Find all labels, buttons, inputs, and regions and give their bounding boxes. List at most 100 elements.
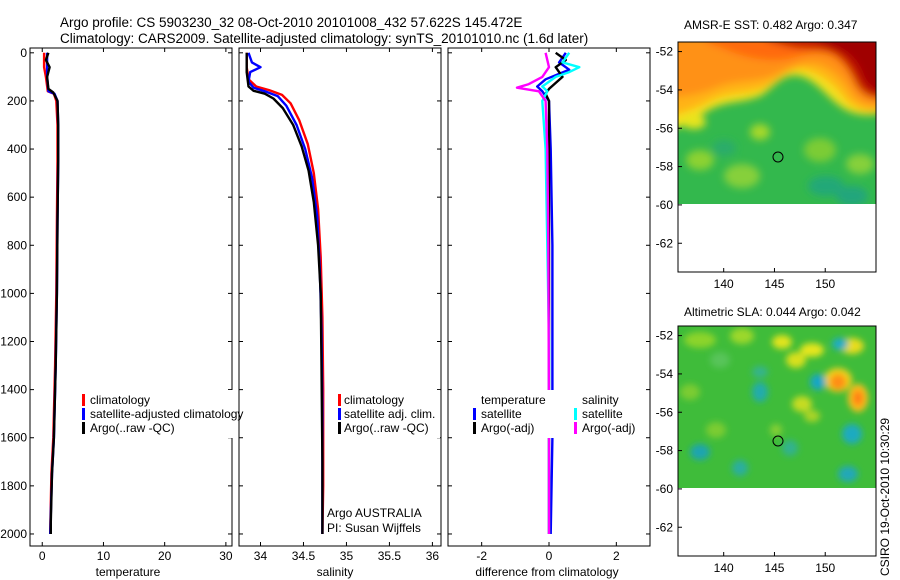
y-tick-label: 0 xyxy=(20,46,27,60)
salinity-annotation-argo-australia: Argo AUSTRALIA xyxy=(327,506,422,520)
map-y-tick-label: -54 xyxy=(656,367,674,381)
y-tick-label: 600 xyxy=(7,190,27,204)
legend-label-sal-argo: Argo(..raw -QC) xyxy=(344,421,429,435)
x-tick-label: 2 xyxy=(613,549,620,563)
map-y-tick-label: -52 xyxy=(656,45,674,59)
sla-no-data-region xyxy=(678,488,876,558)
map-y-tick-label: -60 xyxy=(656,198,674,212)
difference-ticks: -2 0 2 xyxy=(448,48,650,563)
temperature-axes-box xyxy=(29,47,233,547)
x-tick-label: 34.5 xyxy=(292,549,316,563)
x-tick-label: 36 xyxy=(426,549,440,563)
y-tick-label: 400 xyxy=(7,142,27,156)
map-y-tick-label: -58 xyxy=(656,160,674,174)
sst-map-axes-box xyxy=(677,41,877,273)
legend-swatch-satellite-adjusted xyxy=(82,408,85,420)
sla-argo-position-marker xyxy=(772,435,784,447)
series-line-argo-raw-qc- xyxy=(44,52,60,534)
salinity-panel: 34 34.5 35 35.5 36 salinity climatology sate… xyxy=(238,47,442,579)
y-tick-label: 1800 xyxy=(0,479,27,493)
sst-map-title: AMSR-E SST: 0.482 Argo: 0.347 xyxy=(684,18,858,32)
map-x-tick-label: 145 xyxy=(764,561,784,575)
temperature-ticks: 0 10 20 30 0 200 400 600 800 1000 1200 1400 1600 1800… xyxy=(0,46,233,563)
map-x-tick-label: 140 xyxy=(714,277,734,291)
map-y-tick-label: -62 xyxy=(656,520,674,534)
map-y-tick-label: -56 xyxy=(656,121,674,135)
sla-map-title: Altimetric SLA: 0.044 Argo: 0.042 xyxy=(684,305,861,319)
temperature-legend-box xyxy=(72,390,240,438)
y-tick-label: 800 xyxy=(7,238,27,252)
series-line-argo-raw-qc- xyxy=(245,52,324,534)
legend-label-temp-argo: Argo(-adj) xyxy=(481,421,534,435)
difference-legend-header-salinity: salinity xyxy=(582,393,619,407)
legend-swatch-temp-argo xyxy=(473,422,476,434)
salinity-legend-box xyxy=(332,390,440,438)
y-tick-label: 1000 xyxy=(0,286,27,300)
legend-label-temp-satellite: satellite xyxy=(481,407,522,421)
x-tick-label: 30 xyxy=(219,549,233,563)
legend-swatch-sal-argo xyxy=(338,422,341,434)
map-x-tick-label: 150 xyxy=(815,277,835,291)
x-tick-label: 35.5 xyxy=(378,549,402,563)
y-tick-label: 200 xyxy=(7,94,27,108)
sst-map-ticks: 140 145 150 -52 -54 -56 -58 -60 -62 xyxy=(656,45,836,291)
salinity-ticks: 34 34.5 35 35.5 36 xyxy=(239,48,441,563)
figure-title-line-1: Argo profile: CS 5903230_32 08-Oct-2010 … xyxy=(60,15,522,30)
sla-map-axes-box xyxy=(677,325,877,557)
sla-heatmap xyxy=(678,326,876,558)
series-line-temperature-satellite xyxy=(536,52,571,535)
x-tick-label: 35 xyxy=(340,549,354,563)
y-tick-label: 2000 xyxy=(0,527,27,541)
temperature-xlabel: temperature xyxy=(96,565,161,579)
legend-label-argo: Argo(..raw -QC) xyxy=(90,421,175,435)
sla-map-panel: Altimetric SLA: 0.044 Argo: 0.042 xyxy=(656,305,877,575)
x-tick-label: -2 xyxy=(476,549,487,563)
sla-map-ticks: 140 145 150 -52 -54 -56 -58 -60 -62 xyxy=(656,329,836,575)
salinity-annotation-pi: PI: Susan Wijffels xyxy=(327,521,421,535)
map-y-tick-label: -60 xyxy=(656,482,674,496)
legend-label-sal-climatology: climatology xyxy=(344,393,404,407)
map-y-tick-label: -54 xyxy=(656,83,674,97)
sst-heatmap xyxy=(678,42,876,274)
legend-label-sal-satellite-diff: satellite xyxy=(582,407,623,421)
map-y-tick-label: -56 xyxy=(656,405,674,419)
legend-swatch-sal-climatology xyxy=(338,394,341,406)
side-credit: CSIRO 19-Oct-2010 10:30:29 xyxy=(878,418,892,576)
legend-swatch-argo xyxy=(82,422,85,434)
legend-label-satellite-adjusted: satellite-adjusted climatology xyxy=(90,407,243,421)
temperature-lines xyxy=(42,52,60,535)
difference-legend-header-temperature: temperature xyxy=(481,393,546,407)
series-line-climatology xyxy=(245,52,325,535)
difference-xlabel: difference from climatology xyxy=(475,565,618,579)
figure-title-line-2: Climatology: CARS2009. Satellite-adjuste… xyxy=(60,31,588,46)
y-tick-label: 1400 xyxy=(0,383,27,397)
x-tick-label: 34 xyxy=(254,549,268,563)
sst-no-data-region xyxy=(678,204,876,274)
legend-swatch-sal-satellite-diff xyxy=(574,408,577,420)
x-tick-label: 0 xyxy=(39,549,46,563)
y-tick-label: 1600 xyxy=(0,431,27,445)
legend-swatch-climatology xyxy=(82,394,85,406)
legend-label-sal-satellite: satellite adj. clim. xyxy=(344,407,435,421)
legend-label-climatology: climatology xyxy=(90,393,150,407)
temperature-panel: 0 10 20 30 0 200 400 600 800 1000 1200 1400 1600 1800… xyxy=(0,46,243,579)
difference-legend-box xyxy=(470,390,645,438)
x-tick-label: 20 xyxy=(158,549,172,563)
legend-label-sal-argo-diff: Argo(-adj) xyxy=(582,421,635,435)
salinity-axes-box xyxy=(238,47,442,547)
salinity-xlabel: salinity xyxy=(317,565,354,579)
series-line-satellite-adj-clim- xyxy=(247,52,324,534)
map-y-tick-label: -58 xyxy=(656,444,674,458)
legend-swatch-sal-satellite xyxy=(338,408,341,420)
map-x-tick-label: 150 xyxy=(815,561,835,575)
difference-lines xyxy=(515,51,581,535)
salinity-lines xyxy=(245,52,325,535)
series-line-salinity-argo-adj- xyxy=(515,52,551,534)
legend-swatch-sal-argo-diff xyxy=(574,422,577,434)
difference-panel: -2 0 2 difference from climatology tempera… xyxy=(447,47,651,579)
map-y-tick-label: -62 xyxy=(656,236,674,250)
map-y-tick-label: -52 xyxy=(656,329,674,343)
map-x-tick-label: 145 xyxy=(764,277,784,291)
y-tick-label: 1200 xyxy=(0,335,27,349)
